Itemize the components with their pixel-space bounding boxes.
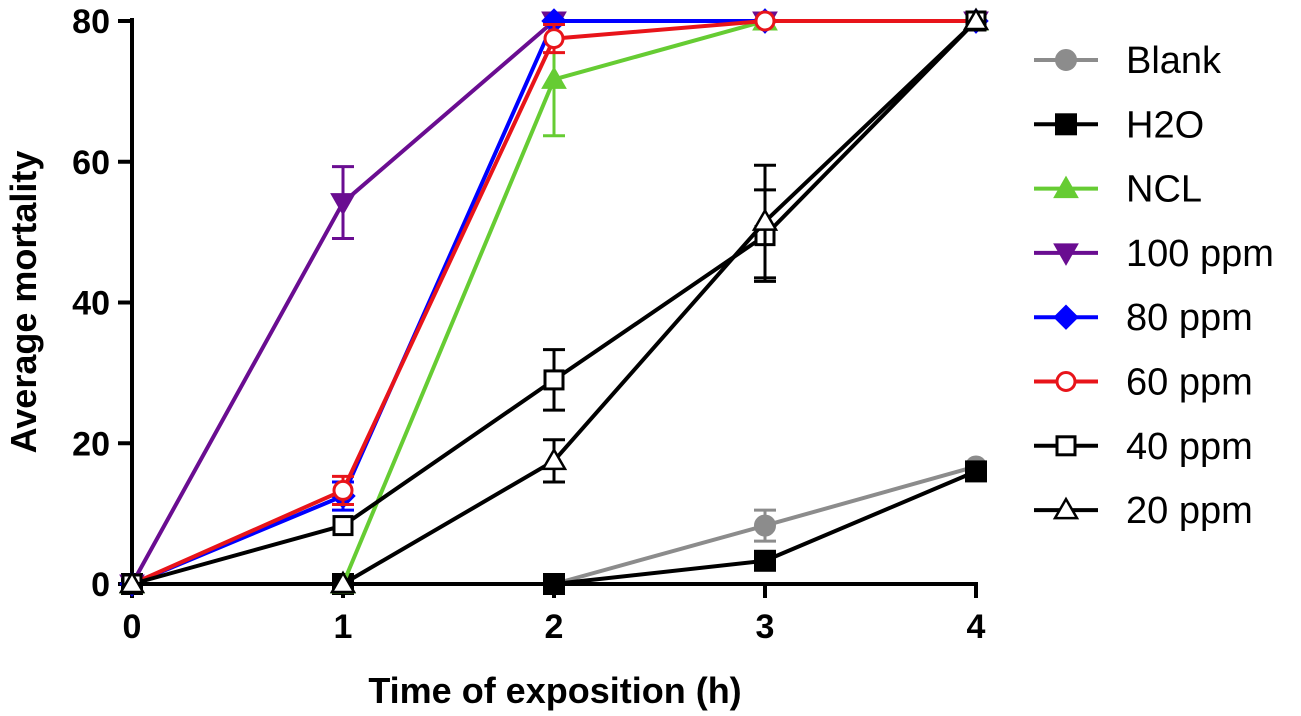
data-point	[329, 570, 357, 594]
legend-item: NCL	[1034, 169, 1202, 211]
legend-label: Blank	[1126, 40, 1222, 82]
legend-marker	[1055, 371, 1077, 392]
legend-marker	[1055, 49, 1077, 71]
legend-label: 100 ppm	[1126, 233, 1274, 275]
y-tick-label: 80	[72, 3, 110, 41]
legend: Blank H2O NCL 100 ppm 80 ppm 60 ppm 40 ppm 20 p…	[1034, 40, 1274, 532]
series-layer	[118, 7, 990, 598]
legend-marker	[1055, 113, 1077, 136]
legend-item: 40 ppm	[1034, 426, 1253, 468]
legend-label: 80 ppm	[1126, 297, 1253, 339]
legend-marker	[1055, 435, 1077, 457]
series-ncl	[119, 7, 989, 594]
data-point	[332, 515, 354, 537]
x-tick-label: 1	[334, 608, 353, 646]
legend-marker	[1053, 243, 1079, 266]
data-point	[751, 208, 779, 231]
legend-item: Blank	[1034, 40, 1222, 82]
legend-label: H2O	[1126, 104, 1204, 146]
y-tick-label: 40	[72, 285, 110, 323]
legend-label: 40 ppm	[1126, 426, 1253, 468]
legend-label: 60 ppm	[1126, 362, 1253, 404]
legend-item: 100 ppm	[1034, 233, 1274, 275]
data-point	[962, 7, 990, 31]
data-point	[330, 193, 356, 216]
data-point	[754, 549, 776, 572]
legend-item: H2O	[1034, 104, 1204, 146]
data-point	[541, 66, 567, 89]
legend-item: 20 ppm	[1034, 490, 1253, 532]
legend-marker	[1053, 304, 1079, 330]
x-tick-label: 4	[967, 608, 986, 646]
series-20-ppm	[118, 7, 990, 594]
y-tick-label: 60	[72, 144, 110, 182]
data-point	[543, 28, 565, 50]
y-tick-label: 0	[91, 566, 110, 604]
legend-marker	[1053, 175, 1079, 199]
data-point	[540, 447, 568, 471]
x-axis-title: Time of exposition (h)	[368, 670, 741, 711]
legend-marker	[1052, 496, 1080, 520]
data-point	[543, 573, 565, 595]
data-point	[118, 570, 146, 594]
x-tick-label: 2	[545, 608, 564, 646]
data-point	[754, 10, 776, 32]
data-point	[754, 514, 776, 537]
legend-label: 20 ppm	[1126, 490, 1253, 532]
x-tick-label: 0	[123, 608, 142, 646]
legend-label: NCL	[1126, 169, 1202, 211]
legend-item: 80 ppm	[1034, 297, 1253, 339]
y-tick-label: 20	[72, 425, 110, 463]
x-tick-label: 3	[756, 608, 775, 646]
y-axis-title: Average mortality	[3, 151, 44, 454]
legend-item: 60 ppm	[1034, 362, 1253, 404]
data-point	[543, 369, 565, 391]
data-point	[965, 460, 987, 483]
data-point	[332, 479, 354, 501]
